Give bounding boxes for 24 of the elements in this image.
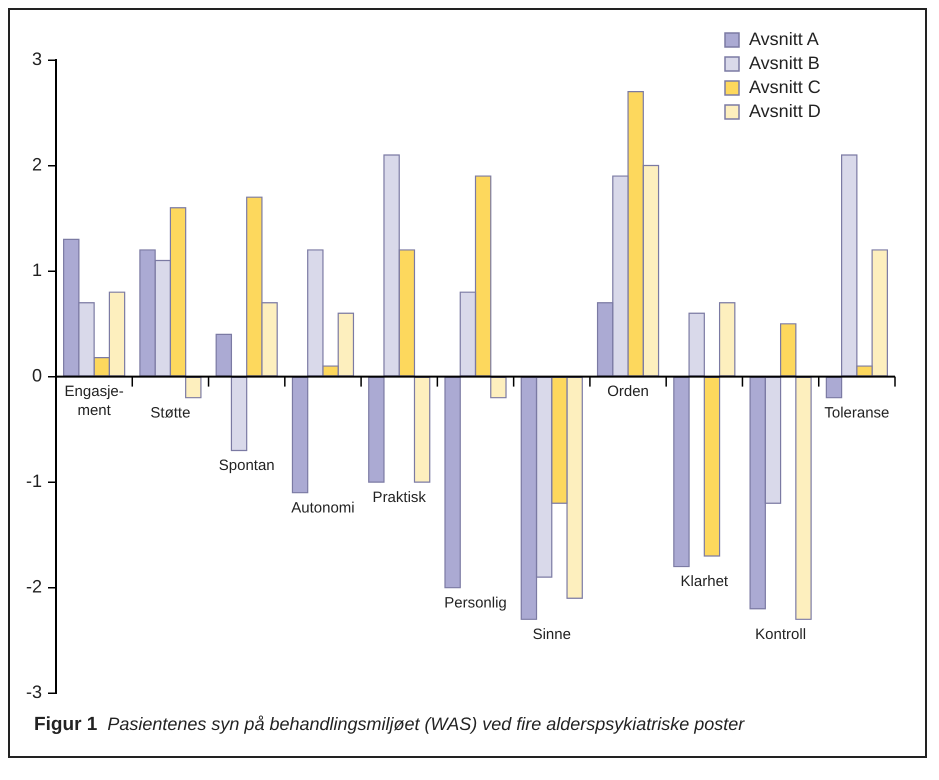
y-tick-label: 0 (32, 366, 42, 386)
x-tick-label: Spontan (218, 457, 275, 474)
y-tick-label: 3 (32, 48, 42, 69)
legend-label: Avsnitt A (749, 28, 819, 49)
x-tick-label: Støtte (150, 404, 190, 422)
x-tick-label: Personlig (444, 594, 507, 612)
text: Figur 1 (34, 714, 98, 735)
x-tick-label: Praktisk (372, 488, 426, 506)
x-tick-label: Sinne (532, 626, 571, 643)
y-tick-label: -2 (26, 576, 42, 597)
text: Pasientenes syn på behandlingsmiljøet (WAS) ved fire alderspsykiatriske poster (107, 714, 744, 734)
y-tick-label: -3 (26, 682, 42, 702)
legend-label: Avsnitt B (749, 52, 820, 73)
y-tick-label: 1 (32, 260, 42, 280)
x-tick-label: Toleranse (824, 404, 890, 422)
y-tick-label: 2 (32, 154, 42, 174)
legend-label: Avsnitt D (749, 100, 821, 121)
x-tick-label: Orden (607, 383, 649, 400)
x-tick-label: Engasje-ment (64, 383, 124, 420)
x-tick-label: Autonomi (291, 499, 355, 516)
x-tick-label: Klarhet (680, 573, 729, 590)
legend-label: Avsnitt C (749, 76, 821, 97)
y-tick-label: -1 (26, 471, 42, 492)
x-tick-label: Kontroll (755, 626, 806, 643)
